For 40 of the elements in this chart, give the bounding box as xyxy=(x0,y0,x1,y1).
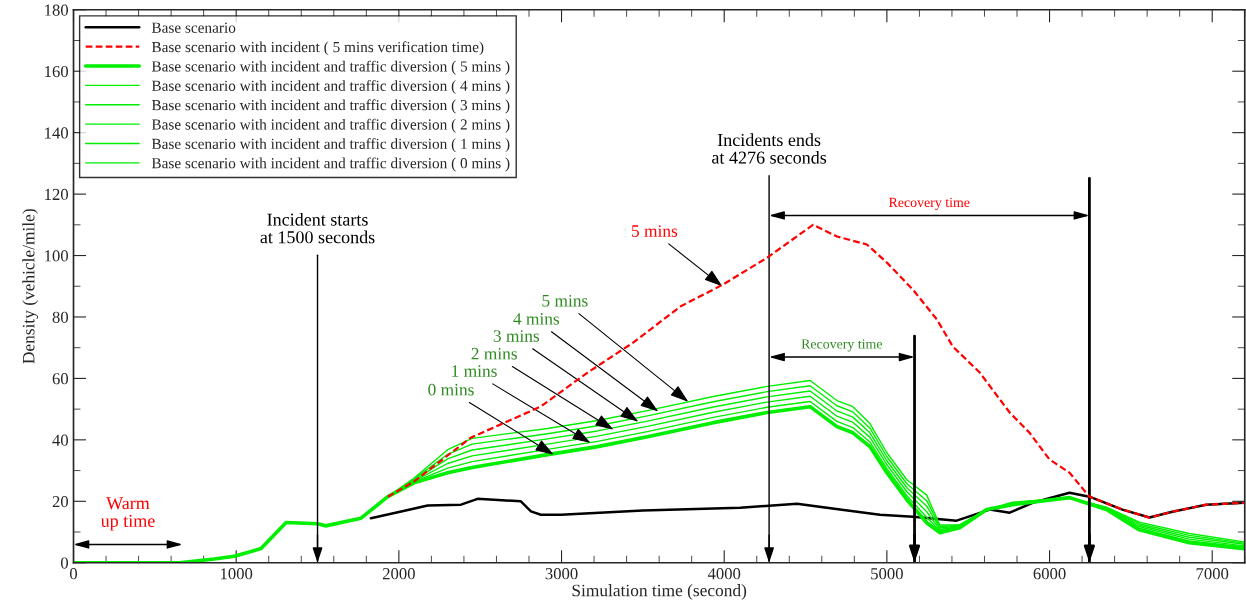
annotation: 3 mins xyxy=(493,330,540,342)
y-axis-title: Density (vehicle/mile) xyxy=(22,209,39,364)
y-tick-label: 180 xyxy=(45,4,69,16)
annotation: 5 mins xyxy=(542,294,588,307)
annotation: 4 mins xyxy=(513,313,560,325)
y-tick-label: 120 xyxy=(45,188,69,201)
annotation: Warm up time xyxy=(100,497,155,531)
legend-label: Base scenario with incident and traffic diversion ( 5 mins ) xyxy=(151,60,510,75)
y-tick-label: 20 xyxy=(52,495,69,508)
annotation: Recovery time xyxy=(801,339,883,352)
legend-label: Base scenario with incident ( 5 mins verification time) xyxy=(151,41,484,56)
y-tick-label: 160 xyxy=(45,65,69,78)
x-tick-label: 4000 xyxy=(707,568,741,580)
x-tick-label: 1000 xyxy=(220,568,253,580)
y-tick-label: 80 xyxy=(52,311,69,323)
annotation: 5 mins xyxy=(632,225,678,237)
x-tick-label: 6000 xyxy=(1033,568,1066,580)
legend-label: Base scenario with incident and traffic diversion ( 3 mins ) xyxy=(151,99,510,114)
annotation: Recovery time xyxy=(888,197,970,210)
y-tick-label: 100 xyxy=(45,250,69,262)
legend-label: Base scenario xyxy=(151,22,236,33)
legend-label: Base scenario with incident and traffic diversion ( 4 mins ) xyxy=(151,80,510,95)
annotation: 1 mins xyxy=(452,365,497,377)
y-tick-label: 40 xyxy=(52,434,69,446)
x-tick-label: 3000 xyxy=(545,568,578,580)
y-tick-label: 0 xyxy=(60,557,69,569)
x-tick-label: 5000 xyxy=(871,568,903,580)
x-tick-label: 0 xyxy=(69,568,78,580)
ref-line-label: Incident starts at 1500 seconds xyxy=(260,212,375,244)
legend-label: Base scenario with incident and traffic diversion ( 0 mins ) xyxy=(151,157,510,172)
y-tick-label: 60 xyxy=(52,373,69,385)
annotation: 2 mins xyxy=(471,347,517,360)
x-tick-label: 2000 xyxy=(382,568,415,580)
ref-line-label: Incidents ends at 4276 seconds xyxy=(712,133,827,164)
x-tick-label: 7000 xyxy=(1196,568,1229,580)
legend-label: Base scenario with incident and traffic diversion ( 2 mins ) xyxy=(151,118,510,133)
legend-label: Base scenario with incident and traffic diversion ( 1 mins ) xyxy=(151,138,510,153)
y-tick-label: 140 xyxy=(45,127,69,139)
x-axis-title: Simulation time (second) xyxy=(572,584,747,600)
annotation: 0 mins xyxy=(428,383,474,396)
